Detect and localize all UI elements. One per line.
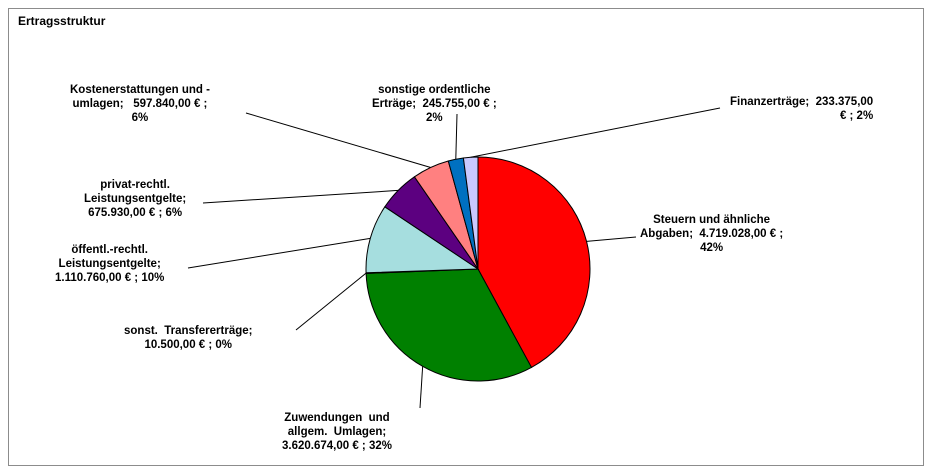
label-line: 675.930,00 € ; 6% <box>88 207 183 219</box>
label-line: Zuwendungen und <box>284 412 390 424</box>
label-oeffentl: öffentl.-rechtl. Leistungsentgelte; 1.110.… <box>55 243 164 285</box>
label-sonstige: sonstige ordentliche Erträge; 245.755,00 … <box>372 83 497 125</box>
label-line: Leistungsentgelte; <box>84 193 187 205</box>
label-line: 10.500,00 € ; 0% <box>144 339 233 351</box>
label-line: privat-rechtl. <box>100 179 170 191</box>
label-line: umlagen; 597.840,00 € ; <box>72 98 208 110</box>
label-line: sonstige ordentliche <box>378 84 491 96</box>
leader-line <box>586 236 637 242</box>
label-line: Leistungsentgelte; <box>58 258 161 270</box>
label-line: allgem. Umlagen; <box>287 426 387 438</box>
label-steuern: Steuern und ähnliche Abgaben; 4.719.028,0… <box>640 213 783 255</box>
label-line: Kostenerstattungen und - <box>70 84 210 96</box>
leader-line <box>245 112 431 168</box>
leader-line <box>202 189 399 204</box>
label-line: Abgaben; 4.719.028,00 € ; <box>640 228 784 240</box>
leader-line <box>470 107 721 158</box>
leader-line <box>455 113 458 160</box>
label-line: 6% <box>131 112 149 124</box>
label-line: Steuern und ähnliche <box>653 214 771 226</box>
label-line: öffentl.-rechtl. <box>71 244 148 256</box>
pie-slice <box>477 156 591 369</box>
leader-line <box>295 272 367 331</box>
label-kostenerstattungen: Kostenerstattungen und - umlagen; 597.840… <box>70 83 210 125</box>
label-line: € ; 2% <box>839 110 874 122</box>
label-zuwendungen: Zuwendungen und allgem. Umlagen; 3.620.674… <box>282 411 392 453</box>
pie-slice <box>462 156 479 270</box>
label-privat: privat-rechtl. Leistungsentgelte; 675.930,… <box>84 178 186 220</box>
label-line: sonst. Transfererträge; <box>124 325 253 337</box>
label-line: 3.620.674,00 € ; 32% <box>282 440 392 452</box>
label-transfer: sonst. Transfererträge; 10.500,00 € ; 0% <box>124 324 252 352</box>
label-line: 1.110.760,00 € ; 10% <box>55 272 165 284</box>
label-line: 2% <box>426 112 443 124</box>
leader-line <box>419 366 424 409</box>
leader-line <box>187 237 371 269</box>
label-line: Erträge; 245.755,00 € ; <box>372 98 497 110</box>
pie-slice <box>365 268 533 382</box>
label-line: 42% <box>700 242 724 254</box>
chart-title: Ertragsstruktur <box>18 14 106 28</box>
label-finanz: Finanzerträge; 233.375,00 € ; 2% <box>730 95 873 123</box>
label-line: Finanzerträge; 233.375,00 <box>730 96 874 108</box>
